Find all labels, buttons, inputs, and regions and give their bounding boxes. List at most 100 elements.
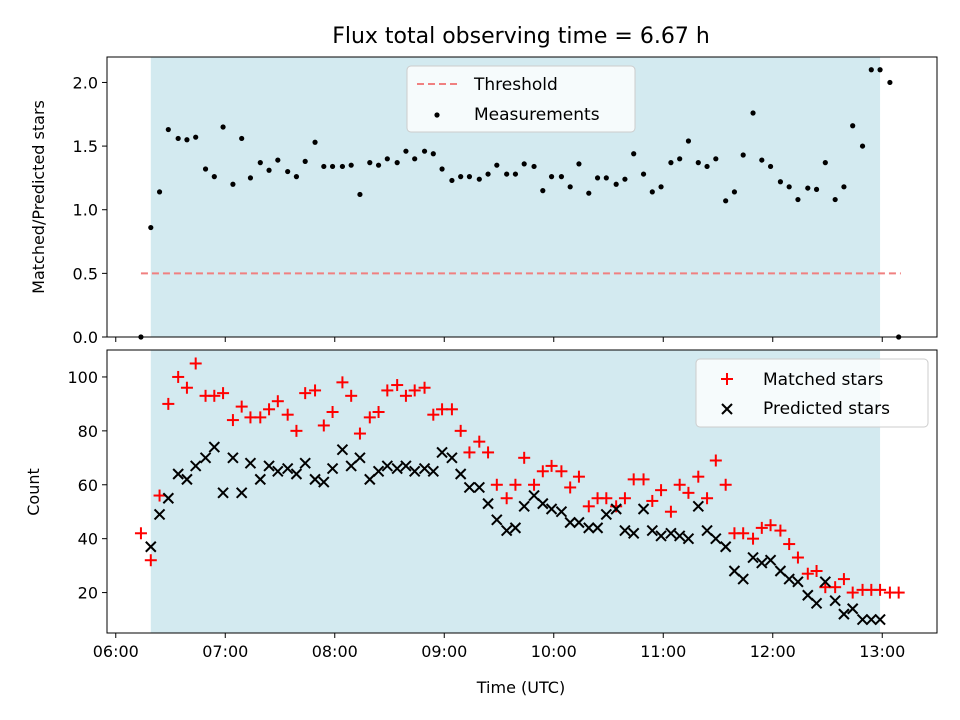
measurement-point <box>239 135 245 142</box>
predicted-star-point <box>217 487 229 499</box>
count-panel: 20 40 60 80 100 06:00 07:00 08:00 09:00 10:00 11:… <box>24 349 938 697</box>
matched-star-point <box>764 519 777 532</box>
legend-threshold-label: Threshold <box>473 75 558 95</box>
bottom-x-ticks: 06:00 07:00 08:00 09:00 10:00 11:00 12:00 13:00 <box>93 633 905 661</box>
measurement-point <box>832 196 838 203</box>
predicted-star-point <box>181 473 193 486</box>
measurement-point <box>156 189 163 195</box>
measurement-point <box>175 135 181 142</box>
predicted-star-point <box>673 530 686 542</box>
matched-star-point <box>162 397 175 410</box>
matched-star-point <box>427 408 440 421</box>
predicted-star-point <box>573 516 585 529</box>
matched-star-point <box>336 376 349 389</box>
measurement-point <box>731 189 738 195</box>
predicted-star-point <box>199 452 212 464</box>
matched-star-point <box>363 411 376 424</box>
predicted-star-point <box>454 468 467 480</box>
predicted-star-point <box>391 462 403 475</box>
predicted-star-point <box>756 557 768 569</box>
matched-star-point <box>345 389 358 402</box>
measurement-point <box>548 174 555 180</box>
measurement-point <box>504 171 510 177</box>
matched-star-point <box>408 384 421 397</box>
matched-star-point <box>509 478 522 491</box>
predicted-star-point <box>509 522 522 534</box>
bottom-legend: Matched stars Predicted stars <box>695 358 929 428</box>
measurement-point <box>622 176 628 182</box>
measurement-point <box>841 184 847 190</box>
matched-star-point <box>701 492 714 505</box>
matched-star-point <box>208 389 221 402</box>
ratio-panel: Flux total observing time = 6.67 h 0.00.… <box>29 24 938 347</box>
matched-star-point <box>637 473 650 486</box>
x-axis-label: Time (UTC) <box>476 678 565 697</box>
measurement-point <box>704 163 710 170</box>
measurement-point <box>466 174 473 180</box>
measurement-point <box>767 163 774 170</box>
measurement-point <box>759 157 765 163</box>
predicted-star-point <box>528 489 540 502</box>
measurement-point <box>576 161 582 167</box>
predicted-star-point <box>326 462 339 475</box>
top-y-ticks: 0.0 0.5 1.0 1.5 2.0 <box>73 73 107 347</box>
predicted-star-point <box>446 452 458 464</box>
predicted-star-point <box>682 532 695 545</box>
matched-star-point <box>572 470 585 483</box>
measurement-point <box>302 158 308 164</box>
predicted-star-point <box>838 608 850 620</box>
matched-star-point <box>254 411 267 424</box>
predicted-star-point <box>263 460 275 472</box>
predicted-star-point <box>272 465 284 477</box>
predicted-star-point <box>436 446 448 459</box>
bottom-y-tick-label: 40 <box>78 530 98 549</box>
measurement-point <box>384 156 390 162</box>
matched-star-point <box>235 400 248 413</box>
matched-star-point <box>490 478 503 491</box>
matched-star-point <box>528 478 541 491</box>
matched-star-point <box>545 459 558 472</box>
matched-star-point <box>454 424 467 437</box>
measurement-point <box>567 184 573 190</box>
predicted-star-point <box>819 576 832 588</box>
matched-star-point <box>281 408 294 421</box>
predicted-star-point <box>153 508 166 521</box>
matched-star-point <box>755 521 768 534</box>
measurement-point <box>677 156 683 162</box>
predicted-star-point <box>290 468 303 480</box>
measurement-point <box>394 160 400 166</box>
bottom-y-ticks: 20 40 60 80 100 <box>67 368 107 603</box>
measurement-point <box>786 184 792 190</box>
predicted-star-point <box>802 589 814 601</box>
legend-measurements-swatch <box>434 112 440 118</box>
measurement-point <box>329 163 336 170</box>
predicted-star-point <box>646 524 659 537</box>
top-legend-box <box>406 65 636 133</box>
matched-star-point <box>719 478 732 491</box>
measurement-point <box>494 162 500 168</box>
measurement-point <box>211 174 217 180</box>
top-y-tick-label: 2.0 <box>73 73 98 92</box>
bottom-x-tick-label: 11:00 <box>640 642 686 661</box>
predicted-star-point <box>336 444 349 456</box>
matched-star-point <box>172 370 185 383</box>
measurement-point <box>740 152 746 158</box>
predicted-star-point <box>145 541 157 553</box>
measurement-point <box>266 167 272 173</box>
matched-star-point <box>709 454 722 467</box>
measurement-point <box>887 79 893 86</box>
bottom-x-tick-label: 07:00 <box>202 642 248 661</box>
matched-star-point <box>783 538 796 551</box>
measurement-point <box>485 171 491 177</box>
measurement-point <box>403 148 409 154</box>
bottom-y-tick-label: 20 <box>78 584 98 603</box>
matched-star-point <box>774 524 787 537</box>
bottom-legend-box <box>695 358 929 428</box>
legend-matched-label: Matched stars <box>763 370 883 390</box>
measurement-point <box>750 110 756 116</box>
measurement-point <box>367 160 373 166</box>
predicted-star-point <box>655 530 667 542</box>
measurement-point <box>613 181 619 187</box>
measurement-point <box>430 151 436 157</box>
